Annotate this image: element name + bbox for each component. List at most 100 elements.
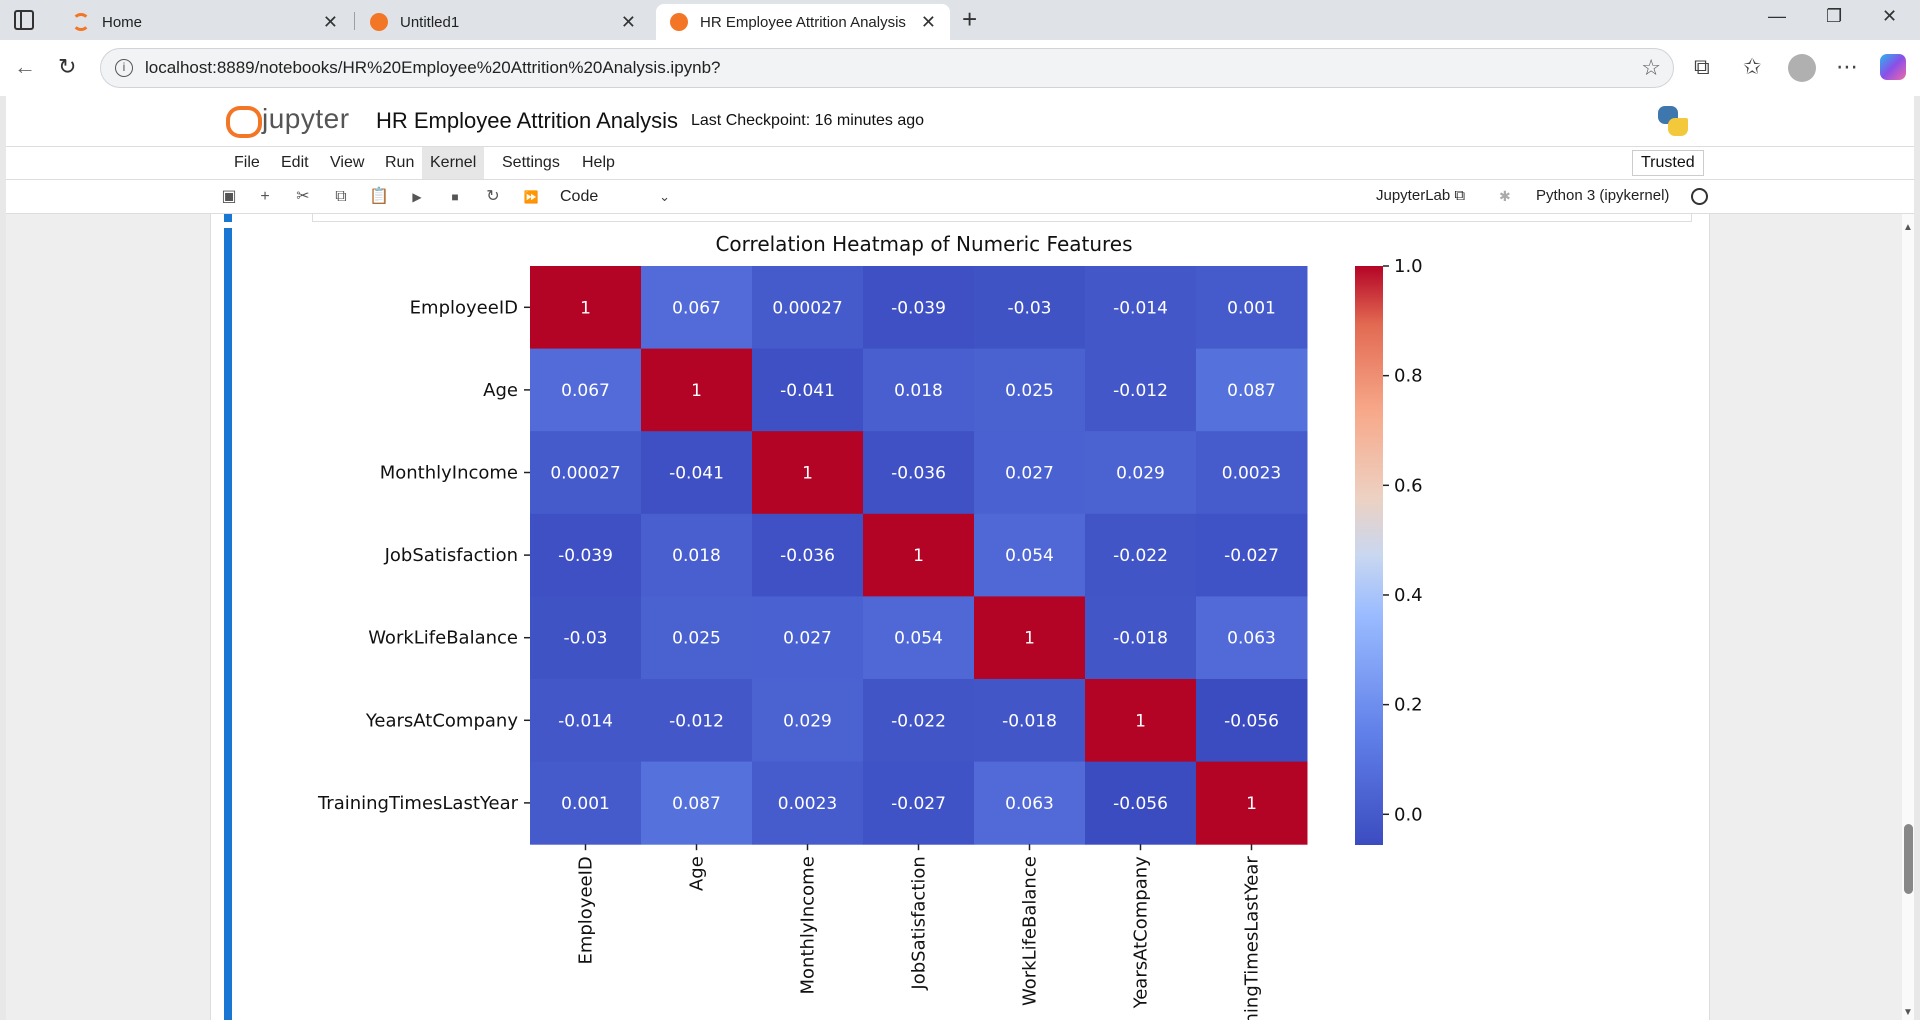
favorite-star-icon[interactable]: ☆ bbox=[1641, 55, 1661, 80]
menu-kernel[interactable]: Kernel bbox=[422, 147, 485, 179]
colorbar bbox=[1355, 266, 1383, 845]
cell-annotation: 0.027 bbox=[1005, 464, 1054, 484]
window-close-icon[interactable]: ✕ bbox=[1882, 6, 1898, 26]
paste-icon[interactable]: 📋 bbox=[369, 188, 389, 205]
scroll-down-icon[interactable]: ▼ bbox=[1903, 1007, 1913, 1018]
jupyterlab-link[interactable]: JupyterLab ⧉ bbox=[1376, 187, 1465, 204]
cell-annotation: 0.063 bbox=[1227, 629, 1276, 649]
cell-annotation: 0.067 bbox=[561, 381, 610, 401]
heatmap-cell bbox=[1085, 679, 1197, 763]
heatmap-cell bbox=[1196, 596, 1308, 680]
cell-type-select[interactable]: Code ⌄ bbox=[560, 185, 670, 209]
menu-file[interactable]: File bbox=[234, 154, 260, 171]
info-icon[interactable]: i bbox=[115, 59, 133, 77]
cell-selection-bar[interactable] bbox=[224, 228, 232, 1020]
sidebar-toggle-icon[interactable] bbox=[14, 10, 34, 30]
back-icon[interactable]: ← bbox=[14, 54, 36, 79]
notebook-icon bbox=[370, 13, 388, 31]
cell-annotation: 0.054 bbox=[1005, 546, 1054, 566]
x-tick-label: WorkLifeBalance bbox=[1020, 856, 1041, 1006]
browser-tab-untitled1[interactable]: Untitled1 ✕ bbox=[356, 4, 650, 40]
y-tick-label: WorkLifeBalance bbox=[368, 628, 518, 649]
browser-tab-hr-analysis[interactable]: HR Employee Attrition Analysis ✕ bbox=[656, 4, 950, 40]
browser-tab-strip: Home ✕ Untitled1 ✕ HR Employee Attrition… bbox=[0, 0, 1920, 40]
heatmap-cell bbox=[863, 596, 975, 680]
cell-annotation: 0.027 bbox=[783, 629, 832, 649]
heatmap-cell bbox=[530, 679, 642, 763]
cell-annotation: -0.018 bbox=[1113, 629, 1168, 649]
more-menu-icon[interactable]: ⋯ bbox=[1836, 54, 1858, 79]
jupyter-logo[interactable]: jupyter bbox=[226, 102, 350, 138]
menu-edit[interactable]: Edit bbox=[281, 154, 309, 171]
debugger-icon[interactable]: ✱ bbox=[1499, 188, 1511, 204]
heatmap-cell bbox=[974, 761, 1086, 845]
close-icon[interactable]: ✕ bbox=[322, 12, 338, 32]
copy-icon[interactable]: ⧉ bbox=[335, 188, 347, 205]
cell-annotation: -0.022 bbox=[1113, 546, 1168, 566]
menu-run[interactable]: Run bbox=[385, 154, 415, 171]
heatmap-cell bbox=[641, 761, 753, 845]
trusted-indicator[interactable]: Trusted bbox=[1632, 150, 1704, 176]
scrollbar-thumb[interactable] bbox=[1904, 824, 1913, 894]
x-tick-label: EmployeeID bbox=[576, 856, 597, 964]
menu-settings[interactable]: Settings bbox=[502, 154, 560, 171]
heatmap-cell bbox=[1196, 513, 1308, 597]
x-tick-label: Age bbox=[687, 856, 708, 891]
colorbar-tick-label: 0.2 bbox=[1394, 695, 1423, 716]
heatmap-cell bbox=[863, 431, 975, 515]
heatmap-cell bbox=[863, 266, 975, 350]
heatmap-cell bbox=[752, 761, 864, 845]
heatmap-cell bbox=[974, 431, 1086, 515]
add-cell-icon[interactable]: + bbox=[260, 188, 270, 205]
minimize-icon[interactable]: — bbox=[1768, 6, 1786, 26]
colorbar-tick-label: 1.0 bbox=[1394, 256, 1423, 277]
vertical-scrollbar[interactable]: ▲ ▼ bbox=[1902, 214, 1914, 1020]
close-icon[interactable]: ✕ bbox=[920, 12, 936, 32]
heatmap-cell bbox=[530, 431, 642, 515]
y-tick-label: TrainingTimesLastYear bbox=[317, 793, 519, 814]
copilot-icon[interactable] bbox=[1880, 54, 1906, 80]
cell-annotation: -0.041 bbox=[669, 464, 724, 484]
cell-selection-bar-prev[interactable] bbox=[224, 214, 232, 222]
stop-icon[interactable]: ■ bbox=[451, 190, 459, 204]
cell-annotation: 1 bbox=[802, 464, 813, 484]
profile-avatar[interactable] bbox=[1788, 54, 1816, 82]
run-icon[interactable]: ▶ bbox=[412, 190, 422, 204]
heatmap-cell bbox=[752, 679, 864, 763]
heatmap-cell bbox=[752, 266, 864, 350]
reload-icon[interactable]: ↻ bbox=[58, 54, 77, 79]
notebook-title[interactable]: HR Employee Attrition Analysis bbox=[376, 108, 679, 133]
cell-annotation: 0.018 bbox=[894, 381, 943, 401]
fast-forward-icon[interactable]: ⏩ bbox=[523, 190, 539, 204]
browser-tab-home[interactable]: Home ✕ bbox=[58, 4, 352, 40]
y-tick-label: EmployeeID bbox=[410, 297, 518, 318]
menu-view[interactable]: View bbox=[330, 154, 365, 171]
cell-annotation: -0.014 bbox=[558, 711, 613, 731]
favorites-icon[interactable]: ✩ bbox=[1743, 54, 1762, 79]
cell-annotation: -0.056 bbox=[1224, 711, 1279, 731]
cell-annotation: 0.025 bbox=[1005, 381, 1054, 401]
tab-label: Home bbox=[102, 13, 143, 31]
y-tick-label: MonthlyIncome bbox=[380, 463, 518, 484]
cell-annotation: 0.029 bbox=[1116, 464, 1165, 484]
cell-annotation: 1 bbox=[691, 381, 702, 401]
heatmap-cell bbox=[530, 348, 642, 432]
heatmap-cell bbox=[641, 596, 753, 680]
new-tab-icon[interactable]: + bbox=[962, 4, 978, 34]
restore-icon[interactable]: ❐ bbox=[1826, 6, 1843, 26]
heatmap-cell bbox=[974, 266, 1086, 350]
extensions-icon[interactable]: ⧉ bbox=[1694, 54, 1710, 79]
heatmap-cell bbox=[530, 596, 642, 680]
cut-icon[interactable]: ✂ bbox=[296, 188, 310, 205]
cell-annotation: 0.018 bbox=[672, 546, 721, 566]
cell-annotation: 0.00027 bbox=[550, 464, 620, 484]
restart-icon[interactable]: ↻ bbox=[486, 188, 500, 205]
menu-help[interactable]: Help bbox=[582, 154, 615, 171]
save-icon[interactable]: ▣ bbox=[221, 188, 237, 205]
close-icon[interactable]: ✕ bbox=[620, 12, 636, 32]
kernel-name[interactable]: Python 3 (ipykernel) bbox=[1536, 187, 1670, 204]
heatmap-cell bbox=[641, 431, 753, 515]
url-field[interactable]: i localhost:8889/notebooks/HR%20Employee… bbox=[100, 48, 1674, 88]
correlation-heatmap: Correlation Heatmap of Numeric Features … bbox=[317, 232, 1423, 1020]
scroll-up-icon[interactable]: ▲ bbox=[1903, 222, 1913, 233]
